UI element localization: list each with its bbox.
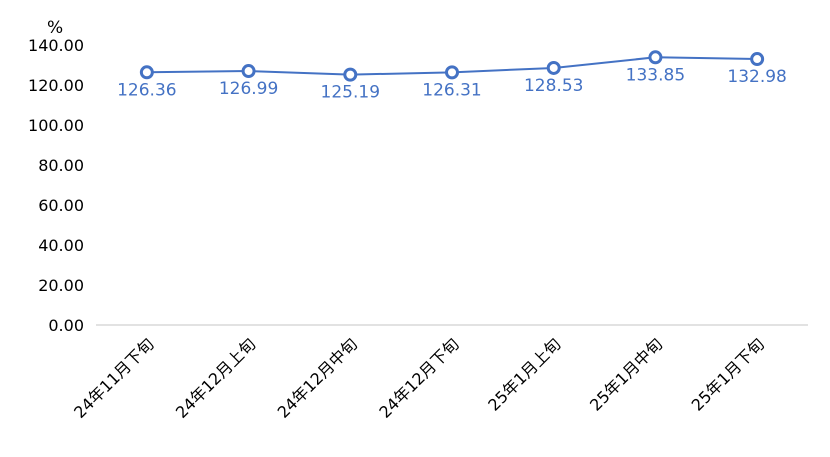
x-axis-labels: 24年11月下旬 24年12月上旬 24年12月中旬 24年12月下旬 25年1月上旬 2… xyxy=(70,334,768,421)
y-tick-label: 120.00 xyxy=(28,76,84,95)
data-label: 125.19 xyxy=(321,83,380,103)
x-tick-label: 25年1月下旬 xyxy=(688,334,768,414)
series-layer: 126.36 126.99 125.19 126.31 128.53 133.85 132.… xyxy=(117,50,787,103)
data-point xyxy=(241,64,256,79)
data-point xyxy=(750,52,765,67)
data-label: 132.98 xyxy=(727,67,786,87)
y-unit-label: % xyxy=(47,18,63,38)
data-label: 133.85 xyxy=(626,65,685,85)
y-tick-label: 40.00 xyxy=(38,236,84,255)
x-tick-label: 24年12月上旬 xyxy=(172,334,259,421)
x-tick-label: 25年1月中旬 xyxy=(586,334,666,414)
y-tick-label: 0.00 xyxy=(48,316,84,335)
y-tick-label: 100.00 xyxy=(28,116,84,135)
x-tick-label: 24年12月中旬 xyxy=(274,334,361,421)
y-axis-ticks: 0.00 20.00 40.00 60.00 80.00 100.00 120.00 140.… xyxy=(28,36,84,335)
x-tick-label: 25年1月上旬 xyxy=(484,334,564,414)
data-label: 126.99 xyxy=(219,79,278,99)
y-tick-label: 80.00 xyxy=(38,156,84,175)
y-tick-label: 60.00 xyxy=(38,196,84,215)
data-label: 126.36 xyxy=(117,80,176,100)
data-point xyxy=(139,65,154,80)
data-point xyxy=(546,60,561,75)
x-tick-label: 24年12月下旬 xyxy=(375,334,462,421)
data-point xyxy=(445,65,459,80)
data-point xyxy=(343,67,358,82)
data-point xyxy=(648,50,663,65)
y-tick-label: 140.00 xyxy=(28,36,84,55)
data-label: 126.31 xyxy=(422,80,481,100)
y-tick-label: 20.00 xyxy=(38,276,84,295)
x-tick-label: 24年11月下旬 xyxy=(70,334,157,421)
data-label: 128.53 xyxy=(524,76,583,96)
